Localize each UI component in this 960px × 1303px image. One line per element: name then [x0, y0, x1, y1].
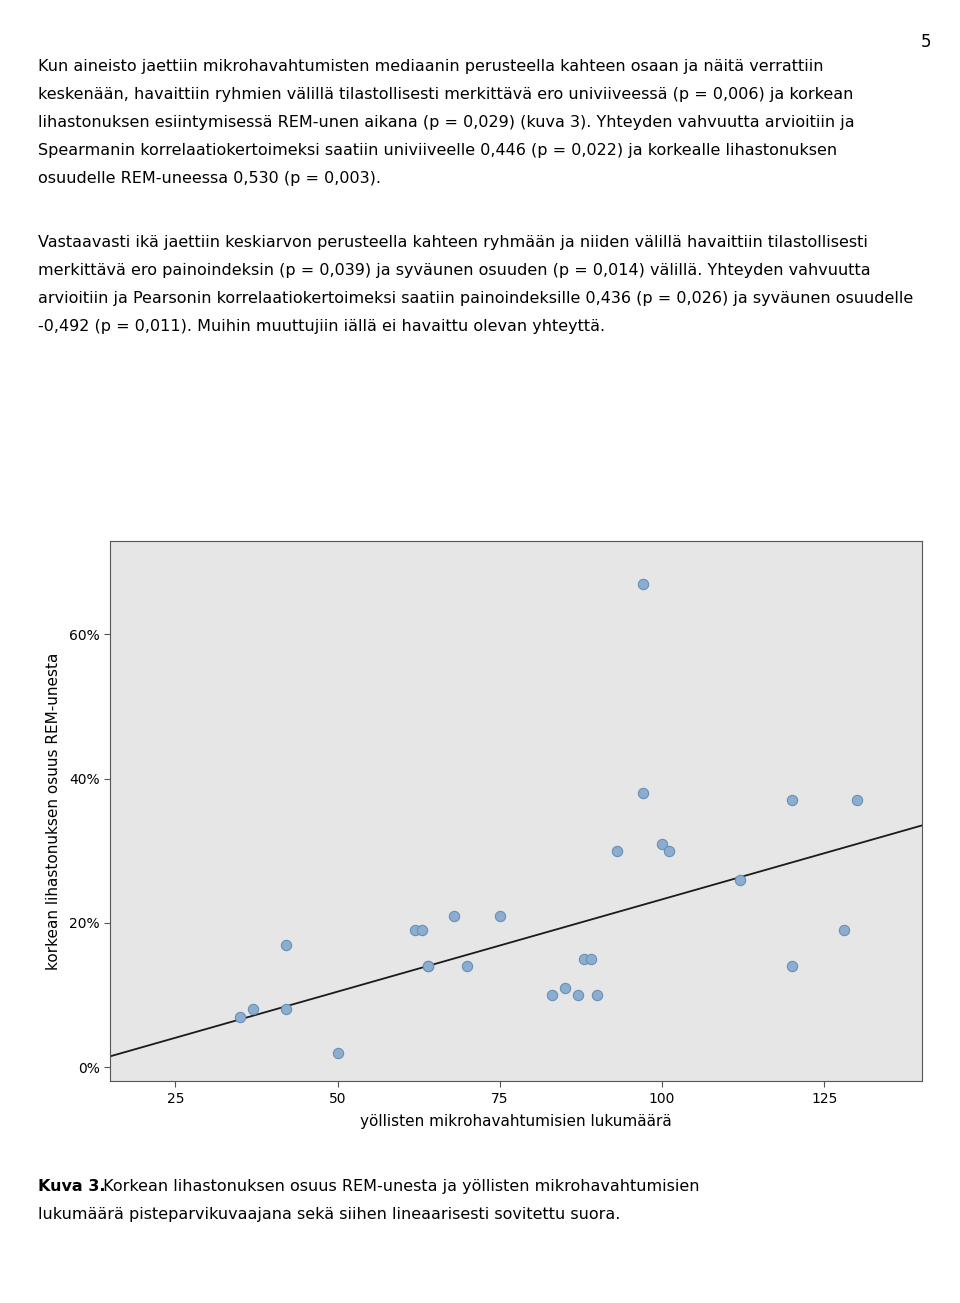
Text: osuudelle REM-uneessa 0,530 (p = 0,003).: osuudelle REM-uneessa 0,530 (p = 0,003).	[38, 171, 381, 186]
Point	[492, 906, 508, 926]
Point	[330, 1042, 346, 1063]
Text: lihastonuksen esiintymisessä REM-unen aikana (p = 0,029) (kuva 3). Yhteyden vahv: lihastonuksen esiintymisessä REM-unen ai…	[38, 115, 855, 130]
Text: Korkean lihastonuksen osuus REM-unesta ja yöllisten mikrohavahtumisien: Korkean lihastonuksen osuus REM-unesta j…	[98, 1179, 700, 1195]
Text: -0,492 (p = 0,011). Muihin muuttujiin iällä ei havaittu olevan yhteyttä.: -0,492 (p = 0,011). Muihin muuttujiin iä…	[38, 319, 606, 335]
Point	[609, 840, 624, 861]
Point	[420, 955, 436, 976]
Point	[570, 985, 586, 1006]
Point	[408, 920, 423, 941]
Point	[246, 999, 261, 1020]
Point	[732, 869, 748, 890]
Y-axis label: korkean lihastonuksen osuus REM-unesta: korkean lihastonuksen osuus REM-unesta	[46, 653, 60, 969]
Text: Vastaavasti ikä jaettiin keskiarvon perusteella kahteen ryhmään ja niiden välill: Vastaavasti ikä jaettiin keskiarvon peru…	[38, 236, 868, 250]
Text: arvioitiin ja Pearsonin korrelaatiokertoimeksi saatiin painoindeksille 0,436 (p : arvioitiin ja Pearsonin korrelaatiokerto…	[38, 292, 914, 306]
Point	[576, 949, 591, 969]
Point	[660, 840, 676, 861]
Point	[232, 1006, 248, 1027]
Point	[655, 833, 670, 853]
Point	[836, 920, 852, 941]
Point	[784, 790, 800, 810]
Point	[278, 934, 294, 955]
Text: Kuva 3.: Kuva 3.	[38, 1179, 106, 1195]
Point	[446, 906, 462, 926]
Point	[420, 955, 436, 976]
Text: keskenään, havaittiin ryhmien välillä tilastollisesti merkittävä ero univiiveess: keskenään, havaittiin ryhmien välillä ti…	[38, 86, 853, 102]
Text: 5: 5	[921, 33, 931, 51]
Point	[583, 949, 598, 969]
Point	[544, 985, 560, 1006]
Point	[635, 573, 650, 594]
Text: Spearmanin korrelaatiokertoimeksi saatiin univiiveelle 0,446 (p = 0,022) ja kork: Spearmanin korrelaatiokertoimeksi saatii…	[38, 143, 837, 158]
Point	[784, 955, 800, 976]
Text: merkittävä ero painoindeksin (p = 0,039) ja syväunen osuuden (p = 0,014) välillä: merkittävä ero painoindeksin (p = 0,039)…	[38, 263, 871, 279]
Point	[460, 955, 475, 976]
Text: lukumäärä pisteparvikuvaajana sekä siihen lineaarisesti sovitettu suora.: lukumäärä pisteparvikuvaajana sekä siihe…	[38, 1207, 621, 1222]
Point	[849, 790, 864, 810]
Point	[589, 985, 605, 1006]
X-axis label: yöllisten mikrohavahtumisien lukumäärä: yöllisten mikrohavahtumisien lukumäärä	[360, 1114, 672, 1130]
Point	[414, 920, 429, 941]
Point	[557, 977, 572, 998]
Point	[278, 999, 294, 1020]
Text: Kun aineisto jaettiin mikrohavahtumisten mediaanin perusteella kahteen osaan ja : Kun aineisto jaettiin mikrohavahtumisten…	[38, 59, 824, 74]
Point	[635, 783, 650, 804]
